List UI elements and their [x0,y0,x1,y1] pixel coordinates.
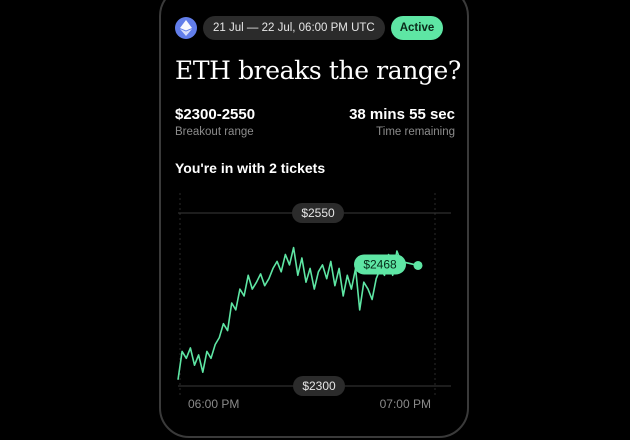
tickets-summary: You're in with 2 tickets [175,160,326,176]
upper-range-label-pill [292,203,344,223]
breakout-range-stat: $2300-2550 Breakout range [175,106,255,138]
time-remaining-label: Time remaining [376,126,455,138]
current-price-label-pill [354,254,406,275]
price-series-line [177,246,402,380]
ethereum-icon [175,17,197,39]
date-range-pill: 21 Jul — 22 Jul, 06:00 PM UTC [203,16,385,40]
phone-frame: 21 Jul — 22 Jul, 06:00 PM UTC Active ETH… [159,0,469,438]
status-badge: Active [390,16,444,40]
price-chart: $2550 $2300 $2468 06:00 PM 07:00 PM [177,193,451,411]
current-price-label: $2468 [363,257,397,271]
lower-range-label-pill [293,376,345,396]
market-title: ETH breaks the range? [175,56,461,85]
breakout-range-label: Breakout range [175,126,254,138]
x-tick-label: 06:00 PM [188,397,239,411]
breakout-range-value: $2300-2550 [175,106,256,123]
market-header: 21 Jul — 22 Jul, 06:00 PM UTC Active [175,15,444,41]
lower-range-label: $2300 [302,379,336,393]
upper-range-label: $2550 [301,206,335,220]
current-price-point [413,260,423,270]
time-remaining-value: 38 mins 55 sec [349,106,455,123]
x-tick-label: 07:00 PM [380,397,431,411]
time-remaining-stat: 38 mins 55 sec Time remaining [349,106,455,138]
